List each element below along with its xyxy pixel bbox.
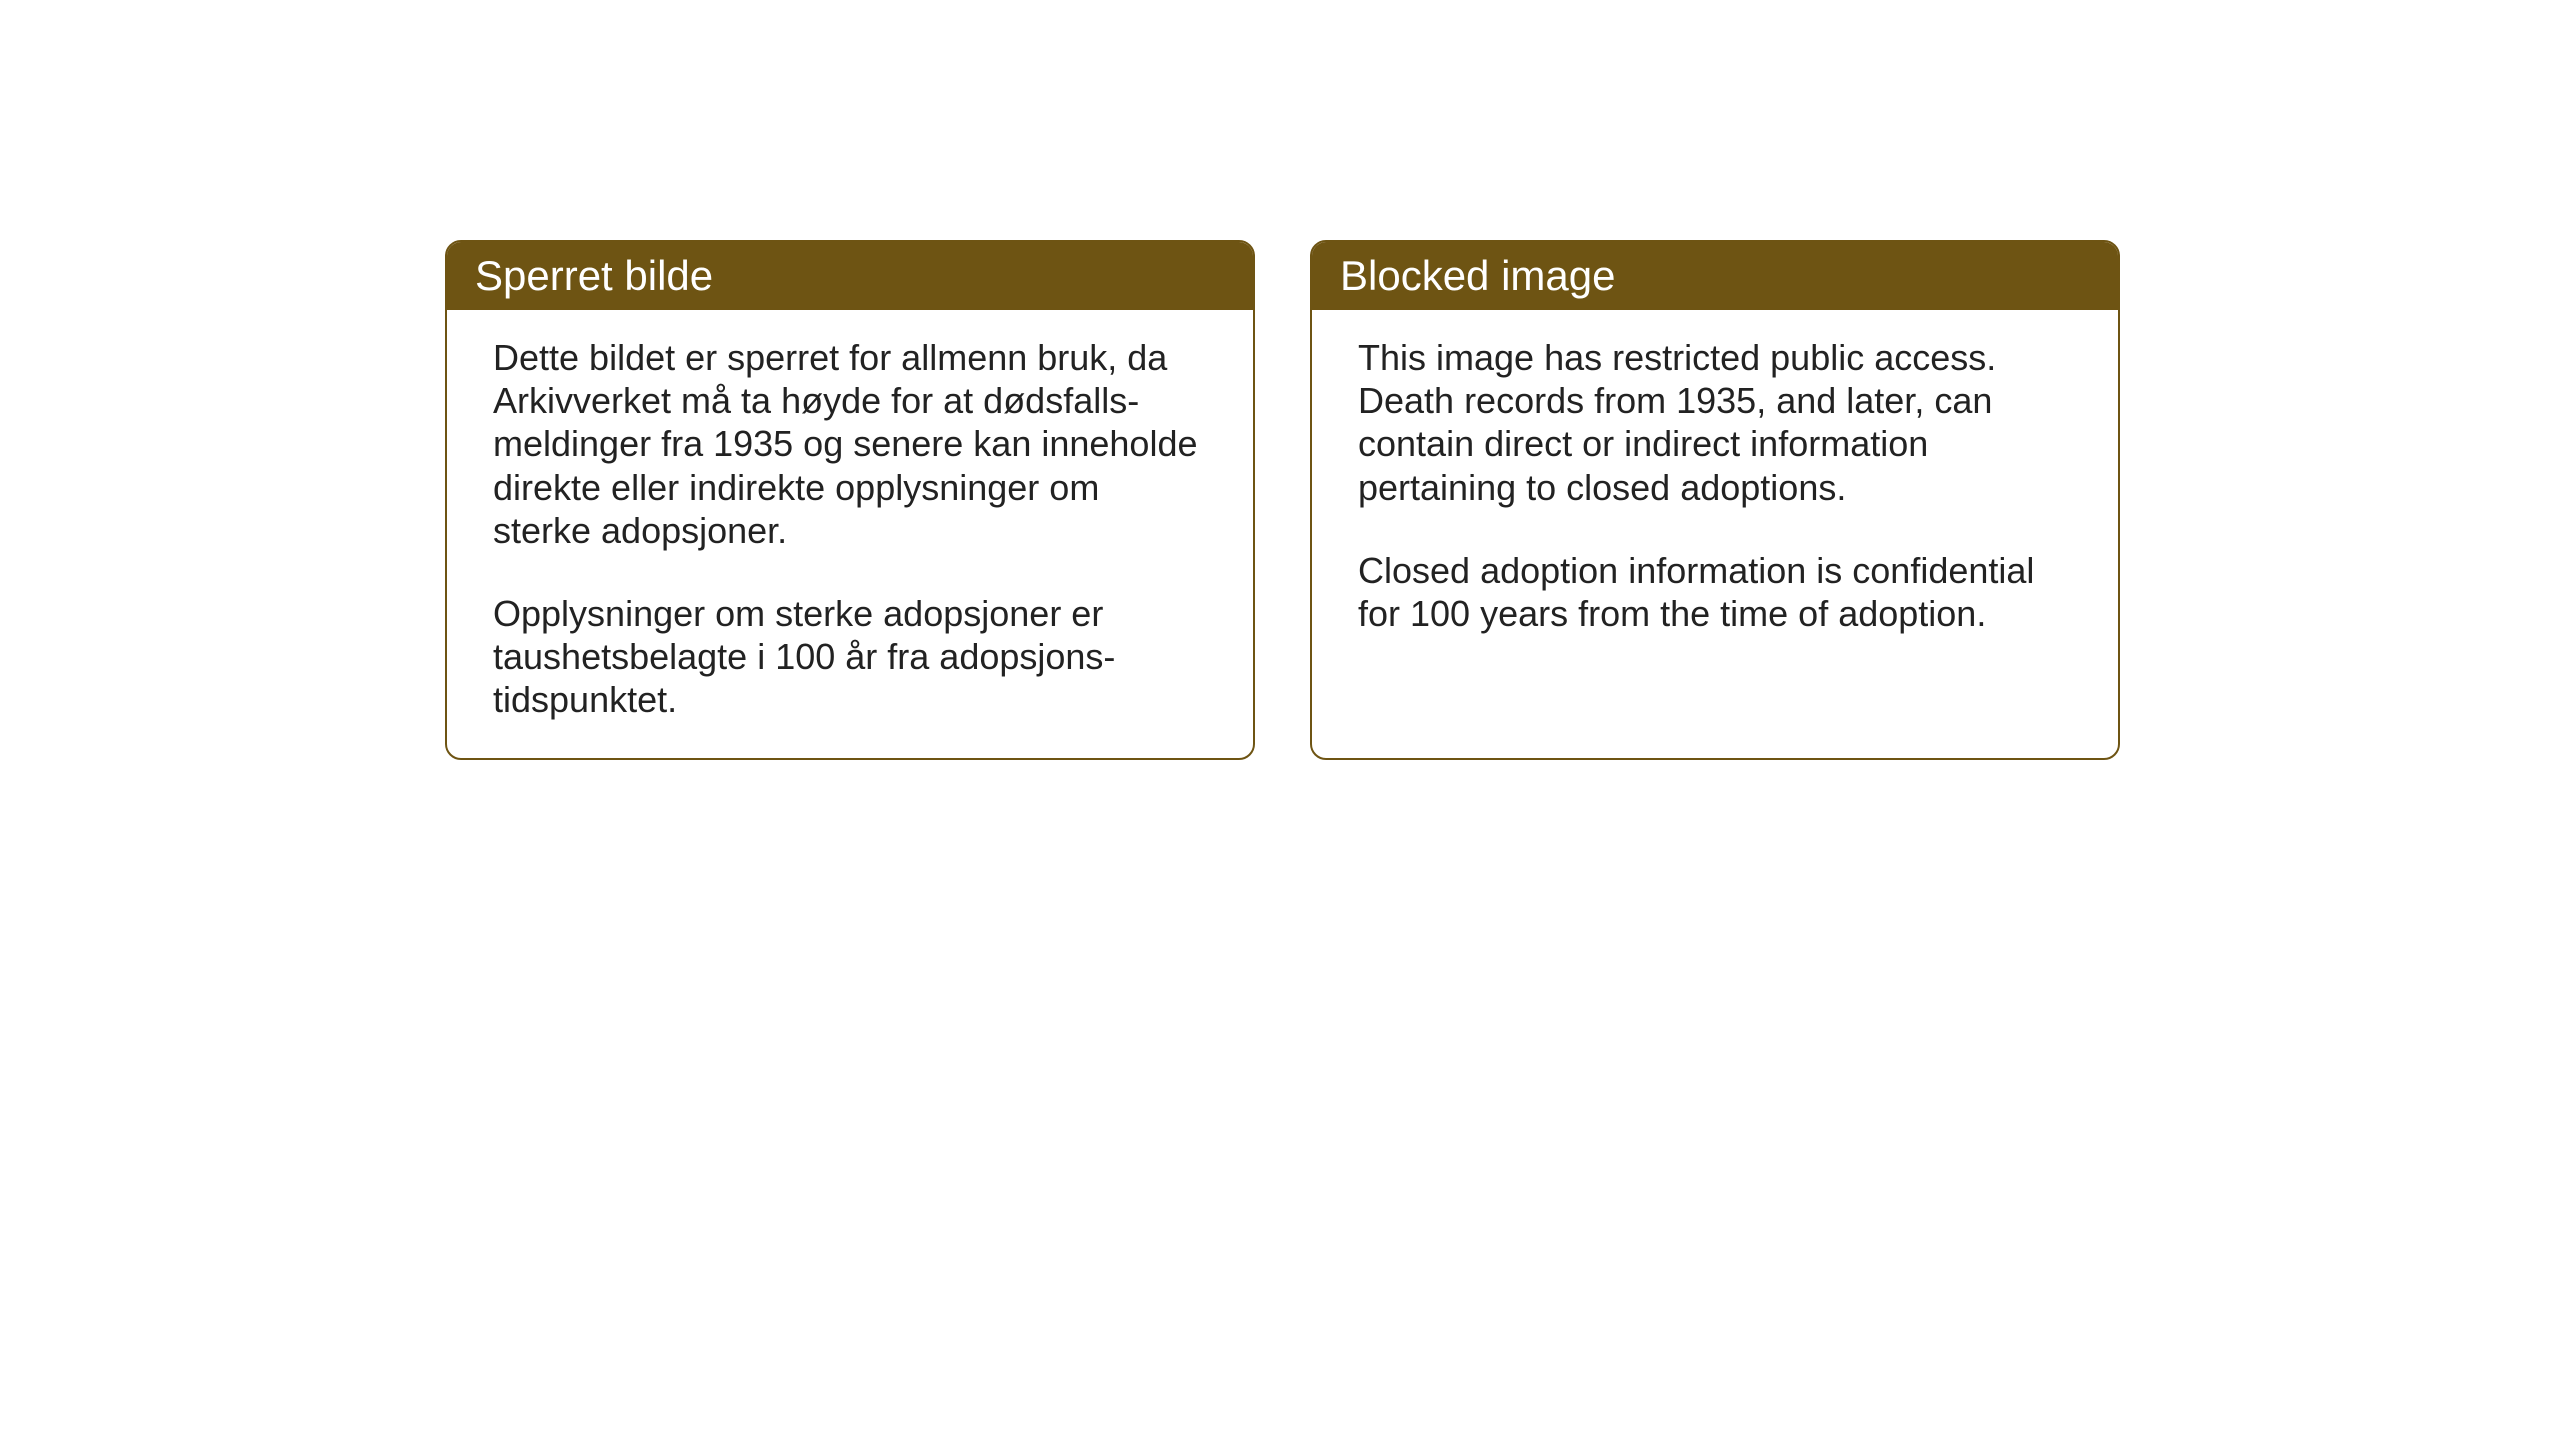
card-title-english: Blocked image — [1340, 252, 1615, 299]
card-paragraph-1-english: This image has restricted public access.… — [1358, 336, 2072, 509]
card-body-english: This image has restricted public access.… — [1312, 310, 2118, 671]
card-header-english: Blocked image — [1312, 242, 2118, 310]
card-paragraph-2-norwegian: Opplysninger om sterke adopsjoner er tau… — [493, 592, 1207, 722]
card-header-norwegian: Sperret bilde — [447, 242, 1253, 310]
card-body-norwegian: Dette bildet er sperret for allmenn bruk… — [447, 310, 1253, 758]
notice-card-norwegian: Sperret bilde Dette bildet er sperret fo… — [445, 240, 1255, 760]
notice-container: Sperret bilde Dette bildet er sperret fo… — [445, 240, 2120, 760]
card-paragraph-2-english: Closed adoption information is confident… — [1358, 549, 2072, 635]
notice-card-english: Blocked image This image has restricted … — [1310, 240, 2120, 760]
card-paragraph-1-norwegian: Dette bildet er sperret for allmenn bruk… — [493, 336, 1207, 552]
card-title-norwegian: Sperret bilde — [475, 252, 713, 299]
